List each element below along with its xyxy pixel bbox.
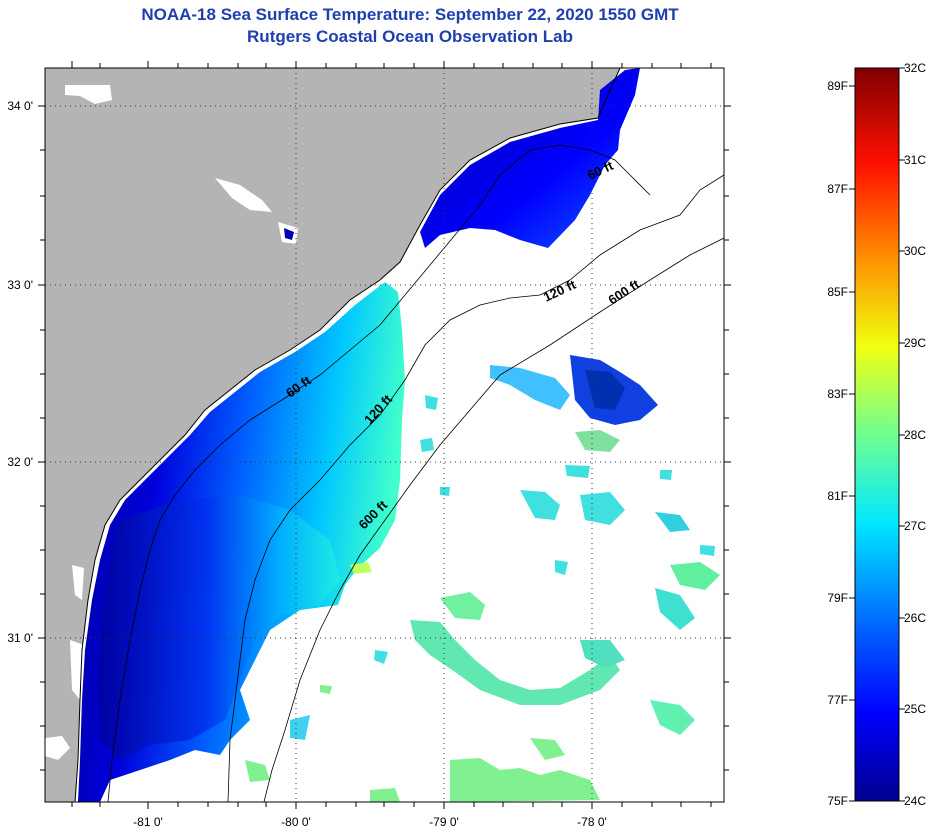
bottom-ticks bbox=[71, 802, 712, 809]
lon-label: -78 0' bbox=[577, 815, 607, 829]
lat-label: 31 0' bbox=[7, 631, 33, 645]
isobath-120ft bbox=[227, 174, 724, 802]
colorbar-f-label: 89F bbox=[827, 79, 848, 93]
colorbar-c-label: 24C bbox=[904, 794, 926, 808]
longitude-labels: -81 0' -80 0' -79 0' -78 0' bbox=[133, 815, 607, 829]
sst-patch-north bbox=[420, 68, 640, 248]
colorbar-gradient bbox=[854, 67, 900, 802]
land-mass bbox=[45, 68, 620, 802]
isobath-600ft bbox=[263, 237, 724, 802]
colorbar-c-label: 30C bbox=[904, 244, 926, 258]
colorbar-c-label: 31C bbox=[904, 153, 926, 167]
colorbar-c-label: 29C bbox=[904, 336, 926, 350]
colorbar-c-label: 25C bbox=[904, 702, 926, 716]
right-ticks bbox=[724, 105, 731, 771]
colorbar-c-label: 28C bbox=[904, 428, 926, 442]
map-area bbox=[45, 68, 724, 802]
colorbar-c-label: 27C bbox=[904, 519, 926, 533]
isobath-60ft bbox=[107, 144, 651, 802]
colorbar-c-label: 32C bbox=[904, 61, 926, 75]
colorbar-f-label: 85F bbox=[827, 285, 848, 299]
colorbar-f-label: 81F bbox=[827, 489, 848, 503]
lat-label: 34 0' bbox=[7, 99, 33, 113]
colorbar-f-label: 79F bbox=[827, 591, 848, 605]
temperature-colorbar: 89F 87F 85F 83F 81F 79F 77F 75F 32C 31C … bbox=[827, 61, 926, 808]
colorbar-f-label: 87F bbox=[827, 182, 848, 196]
lon-label: -79 0' bbox=[429, 815, 459, 829]
lon-label: -81 0' bbox=[133, 815, 163, 829]
colorbar-f-label: 75F bbox=[827, 794, 848, 808]
map-title: NOAA-18 Sea Surface Temperature: Septemb… bbox=[141, 5, 679, 24]
lat-label: 33 0' bbox=[7, 278, 33, 292]
graticule bbox=[45, 68, 724, 802]
colorbar-c-label: 26C bbox=[904, 611, 926, 625]
colorbar-f-label: 83F bbox=[827, 387, 848, 401]
map-subtitle: Rutgers Coastal Ocean Observation Lab bbox=[247, 27, 573, 46]
left-ticks bbox=[38, 105, 45, 771]
lon-label: -80 0' bbox=[281, 815, 311, 829]
lat-label: 32 0' bbox=[7, 455, 33, 469]
top-ticks bbox=[71, 61, 712, 68]
colorbar-f-label: 77F bbox=[827, 693, 848, 707]
latitude-labels: 34 0' 33 0' 32 0' 31 0' bbox=[7, 99, 33, 645]
